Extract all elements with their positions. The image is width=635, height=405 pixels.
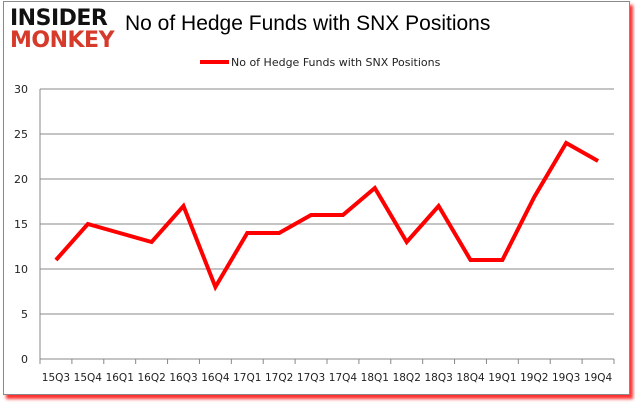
chart-frame	[3, 1, 630, 395]
x-tick-label: 18Q3	[424, 372, 452, 384]
y-tick-label: 0	[21, 353, 28, 366]
x-tick-label: 17Q3	[297, 372, 325, 384]
x-tick-label: 17Q4	[329, 372, 358, 384]
y-tick-label: 10	[14, 263, 28, 276]
series-line	[54, 140, 600, 292]
x-tick-label: 16Q3	[169, 372, 197, 384]
x-tick-label: 18Q2	[393, 372, 421, 384]
y-tick-label: 15	[14, 218, 28, 231]
chart-title: No of Hedge Funds with SNX Positions	[125, 12, 491, 35]
x-tick-label: 16Q2	[137, 372, 165, 384]
x-tick-label: 15Q3	[42, 372, 70, 384]
x-tick-label: 19Q2	[520, 372, 548, 384]
x-tick-label: 19Q1	[488, 372, 516, 384]
x-tick-label: 16Q4	[201, 372, 230, 384]
logo-line2: MONKEY	[10, 28, 115, 53]
x-tick-label: 19Q4	[584, 372, 613, 384]
insider-monkey-logo: INSIDER MONKEY	[10, 6, 115, 53]
x-tick-label: 15Q4	[74, 372, 103, 384]
y-tick-label: 30	[14, 83, 28, 96]
x-tick-label: 16Q1	[106, 372, 134, 384]
logo-line1: INSIDER	[10, 6, 108, 31]
y-tick-label: 25	[14, 128, 28, 141]
legend-label: No of Hedge Funds with SNX Positions	[231, 56, 441, 69]
x-tick-label: 19Q3	[552, 372, 580, 384]
x-tick-label: 18Q1	[361, 372, 389, 384]
x-tick-label: 17Q2	[265, 372, 293, 384]
y-tick-label: 5	[21, 308, 28, 321]
x-tick-label: 18Q4	[456, 372, 485, 384]
y-tick-label: 20	[14, 173, 28, 186]
x-tick-label: 17Q1	[233, 372, 261, 384]
